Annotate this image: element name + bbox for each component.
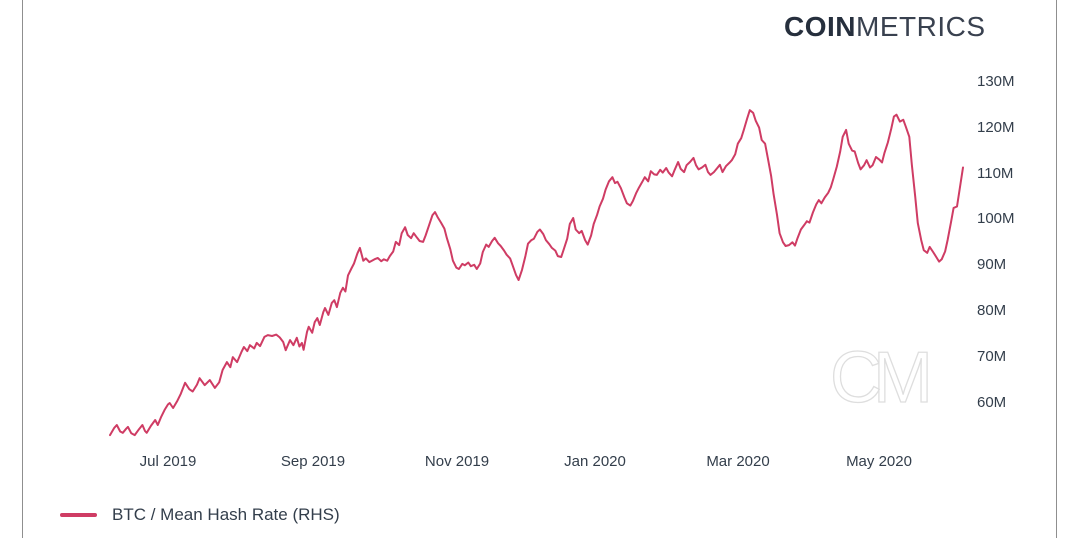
cm-watermark: CM <box>829 337 937 418</box>
x-axis-tick-label: Jan 2020 <box>564 453 626 470</box>
x-axis-tick-label: Nov 2019 <box>424 453 490 470</box>
y-axis-tick-label: 60M <box>977 394 1007 411</box>
x-axis-tick-label: Jul 2019 <box>139 453 197 470</box>
y-axis-tick-label: 70M <box>977 348 1007 366</box>
cm-watermark-text: CM <box>830 338 928 418</box>
y-axis-labels: 130M 120M 110M 100M 90M 80M 70M 60M <box>977 0 1037 538</box>
x-axis-tick-label: Sep 2019 <box>280 453 346 470</box>
x-axis-tick-label: Mar 2020 <box>706 453 770 470</box>
y-axis-tick-label: 90M <box>977 256 1007 274</box>
hashrate-line <box>109 109 964 437</box>
logo-text-coin: COIN <box>784 11 856 42</box>
logo-text-metrics: METRICS <box>856 11 986 42</box>
y-axis-tick-label: 80M <box>977 302 1007 320</box>
y-axis-tick-label: 110M <box>977 164 1014 182</box>
x-axis-tick-label: May 2020 <box>846 453 912 470</box>
coinmetrics-logo: COINMETRICS <box>784 11 986 43</box>
x-axis-labels: Jul 2019 Sep 2019 Nov 2019 Jan 2020 Mar 2020… <box>0 453 1080 473</box>
right-border-line <box>1056 0 1057 538</box>
y-axis-tick-label: 100M <box>977 210 1015 228</box>
legend-line-swatch <box>60 513 97 517</box>
chart-legend: BTC / Mean Hash Rate (RHS) <box>60 505 340 525</box>
y-axis-tick-label: 120M <box>977 118 1015 136</box>
legend-series-label: BTC / Mean Hash Rate (RHS) <box>112 505 340 524</box>
left-border-line <box>22 0 23 538</box>
y-axis-tick-label: 130M <box>977 72 1015 90</box>
